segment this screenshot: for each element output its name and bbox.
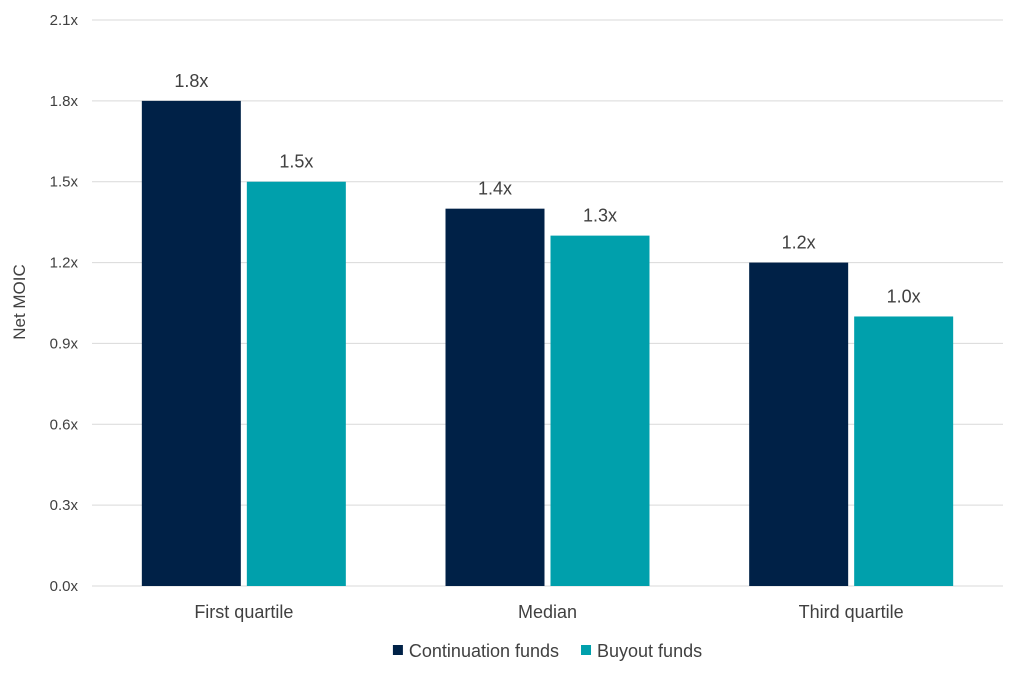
- y-tick-label: 0.0x: [50, 578, 79, 595]
- bar: [246, 181, 346, 586]
- y-axis-title: Net MOIC: [10, 264, 29, 340]
- data-labels: 1.8x 1.5x 1.4x 1.3x 1.2x 1.0x: [174, 71, 920, 307]
- bar: [854, 316, 954, 586]
- y-tick-label: 1.5x: [50, 174, 79, 191]
- y-tick-label: 1.8x: [50, 93, 79, 110]
- legend-swatch: [581, 645, 592, 655]
- legend: Continuation funds Buyout funds: [392, 641, 702, 661]
- x-category-label: First quartile: [194, 602, 293, 622]
- data-label: 1.2x: [782, 233, 816, 253]
- y-tick-label: 0.9x: [50, 335, 79, 352]
- legend-label: Buyout funds: [597, 641, 702, 661]
- y-tick-label: 0.3x: [50, 497, 79, 514]
- legend-swatch: [392, 645, 403, 655]
- x-axis-categories: First quartile Median Third quartile: [194, 602, 903, 622]
- data-label: 1.8x: [174, 71, 208, 91]
- data-label: 1.0x: [887, 286, 921, 306]
- bar: [550, 235, 650, 586]
- y-tick-label: 1.2x: [50, 255, 79, 272]
- bar: [749, 262, 849, 586]
- y-axis-ticks: 0.0x 0.3x 0.6x 0.9x 1.2x 1.5x 1.8x 2.1x: [50, 12, 79, 595]
- gridlines: [92, 19, 1003, 587]
- data-label: 1.4x: [478, 179, 512, 199]
- data-label: 1.3x: [583, 206, 617, 226]
- y-tick-label: 2.1x: [50, 12, 79, 29]
- y-tick-label: 0.6x: [50, 416, 79, 433]
- bar: [141, 100, 241, 586]
- bar: [445, 208, 545, 586]
- x-category-label: Median: [518, 602, 577, 622]
- x-category-label: Third quartile: [799, 602, 904, 622]
- legend-label: Continuation funds: [409, 641, 559, 661]
- data-label: 1.5x: [279, 152, 313, 172]
- bars: [141, 100, 954, 586]
